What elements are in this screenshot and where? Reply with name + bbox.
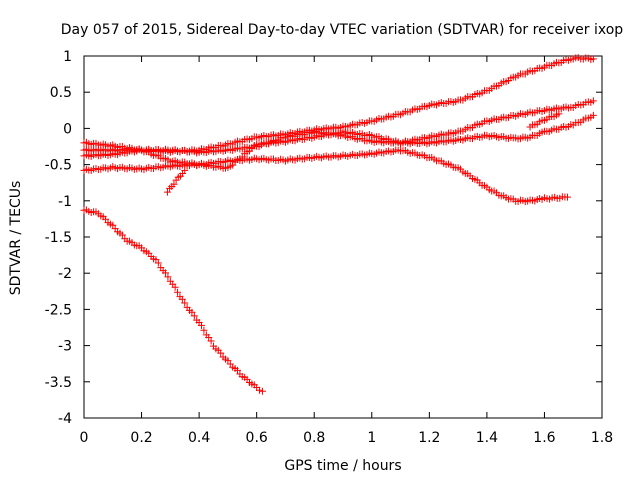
x-tick-label: 1.8 [591,430,613,446]
data-point [164,273,172,281]
axis-ticks: 0 0.2 0.4 0.6 0.8 1 1.2 1.4 1.6 1.8 1 0.5 0 -0.5 -1 -1.… [45,49,613,446]
data-point [188,308,196,316]
y-tick-label: -1 [58,194,72,210]
data-point [200,326,208,334]
data-point [181,166,189,174]
data-point [258,387,266,395]
x-tick-label: 0.6 [246,430,268,446]
data-point [178,295,186,303]
series-track-5 [163,166,189,196]
plot-frame [83,55,603,419]
series-track-4 [80,146,571,206]
data-point [171,283,179,291]
y-axis-label: SDTVAR / TECUs [8,181,24,296]
y-tick-label: -2 [58,266,72,282]
data-point [163,188,171,196]
chart-title: Day 057 of 2015, Sidereal Day-to-day VTE… [61,22,624,38]
x-tick-label: 0.8 [303,430,325,446]
x-tick-label: 0.2 [130,430,152,446]
data-point [207,337,215,345]
series-track-1 [80,54,597,156]
x-tick-label: 1.6 [533,430,555,446]
y-tick-label: 0.5 [50,85,72,101]
data-point [190,312,198,320]
x-tick-label: 0.4 [188,430,210,446]
y-tick-label: 0 [63,121,72,137]
data-point [563,193,571,201]
data-point [174,288,182,296]
data-point [162,269,170,277]
y-tick-label: -3.5 [45,375,72,391]
series-track-3 [80,111,597,172]
x-axis-label: GPS time / hours [284,458,401,474]
data-point [170,180,178,188]
y-tick-label: 1 [63,49,72,65]
data-point [217,349,225,357]
series-track-7 [80,206,266,395]
data-point [154,259,162,267]
data-point [118,231,126,239]
x-tick-label: 1.2 [418,430,440,446]
y-tick-label: -1.5 [45,230,72,246]
y-tick-label: -2.5 [45,302,72,318]
data-point [233,366,241,374]
x-tick-label: 0 [80,430,89,446]
data-point [198,321,206,329]
data-point [589,111,597,119]
x-tick-label: 1 [367,430,376,446]
data-marks [80,54,597,395]
series-track-6 [526,110,563,131]
data-point [555,110,563,118]
y-tick-label: -3 [58,339,72,355]
data-point [256,386,264,394]
y-tick-label: -4 [58,411,72,427]
y-tick-label: -0.5 [45,158,72,174]
x-tick-label: 1.4 [476,430,498,446]
data-point [589,97,597,105]
data-point [589,55,597,63]
data-point [181,299,189,307]
